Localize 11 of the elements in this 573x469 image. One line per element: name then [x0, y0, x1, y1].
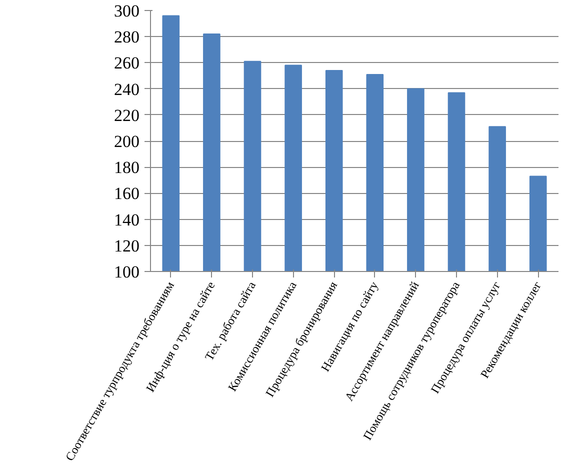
- y-tick-label: 100: [114, 262, 140, 282]
- y-tick-label: 160: [114, 184, 140, 204]
- y-tick-label: 180: [114, 158, 140, 178]
- y-tick-label: 240: [114, 80, 140, 99]
- y-tick-label: 200: [114, 132, 140, 151]
- y-tick-label: 280: [114, 28, 140, 47]
- y-tick-label: 300: [114, 2, 140, 20]
- y-tick-label: 140: [114, 210, 140, 230]
- y-tick-label: 260: [114, 54, 140, 73]
- y-tick-label: 220: [114, 106, 140, 125]
- y-tick-label: 120: [114, 236, 140, 256]
